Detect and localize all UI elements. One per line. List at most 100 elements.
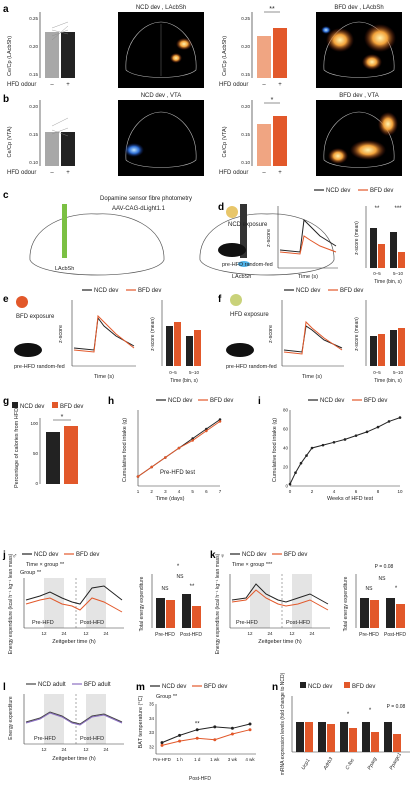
svg-text:AAV-CAG-dLight1.1: AAV-CAG-dLight1.1 <box>112 206 166 212</box>
svg-text:Ppargc1: Ppargc1 <box>389 752 404 771</box>
svg-text:Adrb3: Adrb3 <box>322 756 334 772</box>
svg-text:**: ** <box>190 584 195 590</box>
panel-label-a: a <box>3 4 9 15</box>
svg-text:k: k <box>210 550 216 561</box>
panel-j-trace <box>23 578 124 629</box>
svg-text:NCD dev: NCD dev <box>162 684 186 690</box>
svg-text:*: * <box>369 708 372 714</box>
svg-text:50: 50 <box>33 451 39 456</box>
svg-text:Time (s): Time (s) <box>302 374 322 380</box>
svg-text:0–5: 0–5 <box>373 370 381 375</box>
data-point <box>178 733 182 737</box>
svg-text:HFD odour: HFD odour <box>219 82 248 88</box>
data-point <box>160 741 164 745</box>
bar-d-ncd-0 <box>370 228 377 268</box>
svg-text:m: m <box>136 682 145 693</box>
bar-f-bfd-0 <box>378 334 385 366</box>
bar-e-bfd-0 <box>174 322 181 366</box>
svg-text:0–5: 0–5 <box>169 370 177 375</box>
y-tick-label: 40 <box>283 446 289 451</box>
svg-text:P = 0.08: P = 0.08 <box>375 564 394 570</box>
bar-k-post-ncd <box>386 598 395 628</box>
svg-text:Energy expenditure: Energy expenditure <box>8 696 14 740</box>
brain-slice-b-bfd <box>316 100 402 176</box>
svg-text:*: * <box>61 414 64 421</box>
panel-d-trace <box>277 206 338 269</box>
svg-text:Time (s): Time (s) <box>94 374 114 380</box>
svg-text:NS: NS <box>177 574 185 580</box>
bar-e-bfd-1 <box>194 330 201 366</box>
svg-text:z-score: z-score <box>58 325 64 343</box>
svg-text:0: 0 <box>35 481 38 486</box>
svg-text:24: 24 <box>309 631 315 636</box>
bar-b-ncd-minus <box>45 132 59 166</box>
x-tick-label: 8 <box>377 489 380 494</box>
bar-k-pre-bfd <box>370 600 379 628</box>
svg-text:z-score: z-score <box>266 229 272 247</box>
svg-text:Post-HFD: Post-HFD <box>286 620 310 626</box>
svg-text:Time × group **: Time × group ** <box>26 562 65 568</box>
svg-text:**: ** <box>269 6 275 13</box>
y-tick-label: 35 <box>149 702 155 707</box>
svg-text:24: 24 <box>61 631 67 636</box>
svg-text:NCD exposure: NCD exposure <box>228 222 268 228</box>
svg-text:Pre-HFD: Pre-HFD <box>32 620 54 626</box>
svg-text:Post-HFD: Post-HFD <box>189 776 211 782</box>
bar-j-post-ncd <box>182 594 191 628</box>
y-tick-label: 0 <box>285 484 288 489</box>
svg-text:Group **: Group ** <box>156 694 178 700</box>
svg-text:0.20: 0.20 <box>241 104 250 109</box>
pellet-icon <box>226 206 238 218</box>
svg-text:Cumulative food intake (g): Cumulative food intake (g) <box>122 418 128 482</box>
svg-text:BFD adult: BFD adult <box>84 682 111 688</box>
svg-text:BFD exposure: BFD exposure <box>16 314 55 320</box>
injection-needle <box>62 204 67 258</box>
svg-text:12: 12 <box>83 631 89 636</box>
svg-text:♀: ♀ <box>220 553 225 560</box>
bar-j-pre-ncd <box>156 598 165 628</box>
svg-text:*: * <box>395 586 398 592</box>
svg-text:Ce/Cp (LAcbSh): Ce/Cp (LAcbSh) <box>222 36 228 76</box>
svg-text:BFD dev , VTA: BFD dev , VTA <box>339 93 379 99</box>
svg-text:NCD dev: NCD dev <box>326 188 350 194</box>
svg-text:BFD dev: BFD dev <box>76 552 99 558</box>
bar-j-pre-bfd <box>166 600 175 628</box>
svg-text:P = 0.08: P = 0.08 <box>387 704 406 710</box>
svg-text:BFD dev: BFD dev <box>138 288 161 294</box>
x-tick-label: 1 wk <box>210 757 220 762</box>
x-tick-label: 6 <box>205 489 208 494</box>
svg-text:NCD dev: NCD dev <box>20 404 44 410</box>
svg-text:pre-HFD random-fed: pre-HFD random-fed <box>222 262 273 268</box>
data-point <box>321 443 325 447</box>
svg-text:Weeks of HFD test: Weeks of HFD test <box>327 496 374 502</box>
bar-a-bfd-plus <box>273 28 287 78</box>
data-point <box>310 446 314 450</box>
panel-a-left-title: NCD dev , LAcbSh <box>136 5 186 11</box>
svg-text:+: + <box>278 82 282 88</box>
x-tick-label: 2 <box>150 489 153 494</box>
svg-text:Zeitgeber time (h): Zeitgeber time (h) <box>258 639 302 645</box>
chart-i: 0 2 4 6 8 10 0 20 40 60 80 <box>283 408 403 495</box>
panel-f-trace <box>281 300 344 367</box>
bar-g-bfd <box>64 426 78 484</box>
svg-text:BFD dev: BFD dev <box>370 188 393 194</box>
svg-text:NS: NS <box>162 586 170 592</box>
bar-f-bfd-1 <box>398 328 405 366</box>
data-point <box>213 725 217 729</box>
svg-text:Post-HFD: Post-HFD <box>180 632 202 638</box>
svg-text:Ce/Cp (VTA): Ce/Cp (VTA) <box>222 126 228 157</box>
svg-text:5–10: 5–10 <box>393 370 404 375</box>
svg-text:0.25: 0.25 <box>241 16 250 21</box>
data-point <box>299 461 303 465</box>
data-point <box>398 416 402 419</box>
svg-text:HFD exposure: HFD exposure <box>230 312 269 318</box>
bfd-pellet-icon <box>16 296 28 308</box>
x-tick-label: Pre-HFD <box>153 757 171 762</box>
x-tick-label: 1 <box>137 489 140 494</box>
x-tick-label: 1 d <box>194 757 201 762</box>
y-tick-label: 60 <box>283 427 289 432</box>
data-point <box>230 732 234 736</box>
svg-text:*: * <box>347 712 350 718</box>
panel-a-right-title: BFD dev , LAcbSh <box>334 5 383 11</box>
series-line <box>161 723 251 744</box>
